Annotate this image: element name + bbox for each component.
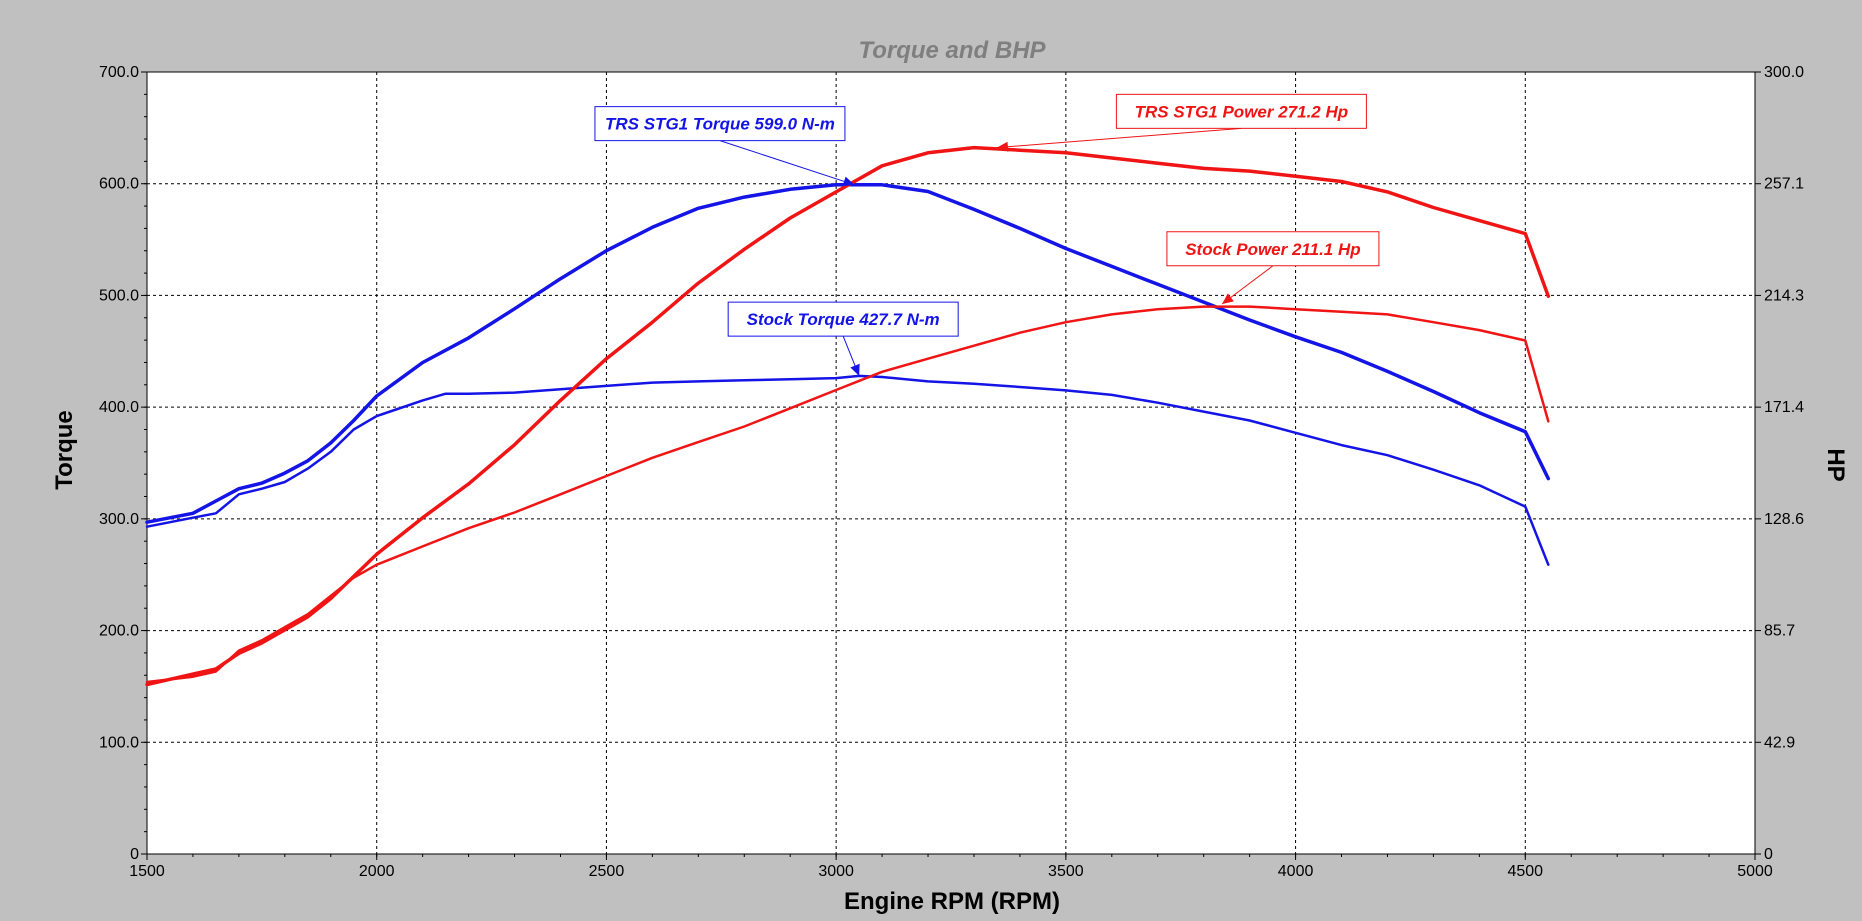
annotation-label: Stock Power 211.1 Hp [1185, 240, 1360, 259]
annotation-0: TRS STG1 Torque 599.0 N-m [594, 106, 855, 187]
annotation-box [1115, 93, 1367, 129]
y-right-tick-label: 214.3 [1764, 287, 1804, 304]
y-left-tick-label: 200.0 [99, 623, 139, 640]
y-left-tick-label: 400.0 [99, 399, 139, 416]
y-axis-title-right: HP [1822, 448, 1849, 481]
x-tick-label: 2500 [589, 863, 625, 880]
annotation-leader [996, 127, 1242, 149]
annotation-label: TRS STG1 Power 271.2 Hp [1135, 102, 1349, 121]
annotation-2: Stock Power 211.1 Hp [1166, 231, 1380, 305]
annotation-arrowhead [842, 176, 855, 187]
series-line-3 [145, 305, 1550, 684]
y-left-tick-label: 300.0 [99, 511, 139, 528]
chart-title: Torque and BHP [858, 37, 1046, 64]
axis-ticks: 1500 2000 2500 3000 3500 4000 4500 50000100.020… [99, 64, 1804, 880]
annotation-arrowhead [996, 141, 1009, 152]
x-tick-label: 4000 [1278, 863, 1314, 880]
annotation-box [1166, 231, 1380, 267]
grid-lines [147, 72, 1755, 854]
annotation-box [727, 301, 959, 337]
annotation-leader [719, 140, 855, 186]
series-line-1 [145, 374, 1550, 566]
y-left-tick-label: 500.0 [99, 287, 139, 304]
x-tick-label: 4500 [1507, 863, 1543, 880]
y-left-tick-label: 0 [130, 846, 139, 863]
annotations-group: TRS STG1 Torque 599.0 N-m TRS STG1 Power … [594, 93, 1380, 377]
y-left-tick-label: 600.0 [99, 176, 139, 193]
x-tick-label: 3000 [818, 863, 854, 880]
y-right-tick-label: 42.9 [1764, 734, 1795, 751]
x-tick-label: 3500 [1048, 863, 1084, 880]
y-right-tick-label: 0 [1764, 846, 1773, 863]
y-right-tick-label: 171.4 [1764, 399, 1804, 416]
y-axis-title-left: Torque [51, 410, 78, 490]
x-tick-label: 5000 [1737, 863, 1773, 880]
y-right-tick-label: 85.7 [1764, 623, 1795, 640]
x-tick-label: 1500 [129, 863, 165, 880]
y-right-tick-label: 300.0 [1764, 64, 1804, 81]
annotation-3: Stock Torque 427.7 N-m [727, 301, 959, 377]
x-tick-label: 2000 [359, 863, 395, 880]
annotation-label: Stock Torque 427.7 N-m [747, 310, 940, 329]
annotation-label: TRS STG1 Torque 599.0 N-m [605, 115, 835, 134]
y-left-tick-label: 700.0 [99, 64, 139, 81]
annotation-box [594, 106, 846, 142]
series-group [145, 145, 1551, 687]
annotation-arrowhead [1222, 293, 1234, 304]
y-right-tick-label: 128.6 [1764, 511, 1804, 528]
plot-area [146, 71, 1756, 855]
x-axis-title: Engine RPM (RPM) [844, 888, 1060, 915]
series-line-0 [145, 183, 1551, 524]
y-right-tick-label: 257.1 [1764, 176, 1804, 193]
annotation-1: TRS STG1 Power 271.2 Hp [996, 93, 1367, 152]
y-left-tick-label: 100.0 [99, 734, 139, 751]
series-line-2 [145, 145, 1551, 687]
annotation-arrowhead [850, 363, 860, 376]
